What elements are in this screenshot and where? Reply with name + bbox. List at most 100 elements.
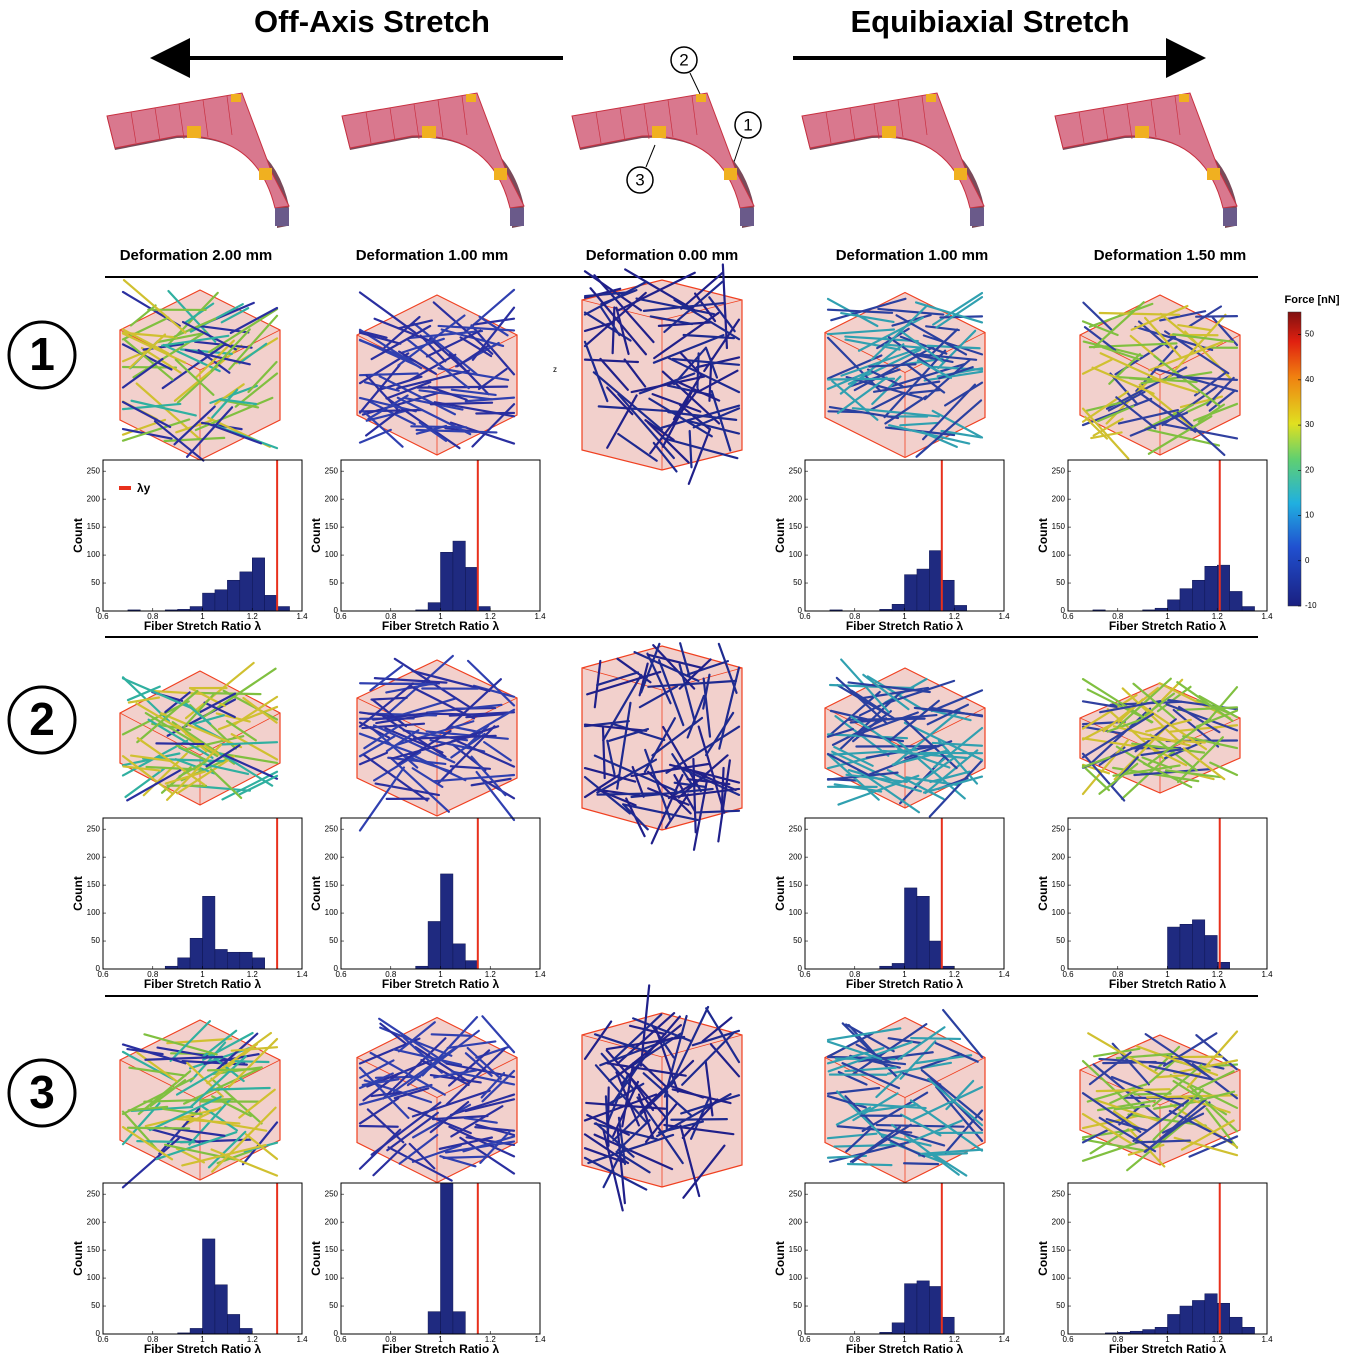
x-tick-label: 1.4 (998, 970, 1010, 979)
bar (452, 1311, 466, 1335)
fiber (241, 1121, 279, 1166)
x-tick-label: 0.8 (1112, 1335, 1124, 1344)
fiber-cube (356, 1015, 518, 1184)
mesh-element (696, 94, 706, 102)
fiber (1147, 415, 1213, 455)
fiber (826, 1040, 882, 1060)
y-tick-label: 100 (1052, 1273, 1066, 1282)
fiber (174, 758, 216, 775)
fiber (1130, 304, 1189, 331)
bar (1241, 1327, 1255, 1335)
x-tick-label: 1.4 (534, 1335, 546, 1344)
fiber (192, 714, 225, 725)
fiber (692, 781, 708, 851)
fiber (166, 1037, 233, 1045)
y-tick-label: 150 (1052, 1245, 1066, 1254)
y-tick-label: 0 (96, 1329, 101, 1338)
fiber (616, 1119, 651, 1152)
fiber (448, 1125, 516, 1158)
mesh-edge (1078, 111, 1085, 144)
fiber (835, 676, 889, 725)
fiber (430, 1033, 471, 1037)
fiber (606, 1073, 630, 1124)
mesh-end (1223, 208, 1237, 226)
fiber (1209, 761, 1239, 777)
row-circle (7, 1058, 77, 1128)
fiber (126, 1126, 191, 1130)
fiber (583, 723, 648, 732)
fiber (897, 1026, 946, 1061)
fiber (144, 1055, 224, 1061)
fiber (1153, 1099, 1203, 1110)
fiber (630, 762, 710, 778)
callout-line (689, 72, 701, 95)
x-axis-label: Fiber Stretch Ratio λ (1109, 619, 1227, 633)
fiber (365, 409, 401, 437)
fiber (1182, 747, 1226, 781)
fiber (1158, 682, 1231, 720)
mesh-element (724, 168, 737, 180)
fiber (899, 1040, 937, 1080)
fiber (849, 1054, 901, 1069)
fiber (1142, 762, 1193, 789)
mesh-edge (643, 103, 650, 140)
fiber (626, 1072, 655, 1112)
fiber (602, 1145, 626, 1189)
y-tick-label: 0 (798, 964, 803, 973)
fiber (409, 353, 457, 382)
fiber (370, 696, 408, 701)
fiber (663, 1123, 735, 1136)
y-tick-label: 200 (789, 852, 803, 861)
fiber (676, 380, 721, 402)
fiber (1143, 316, 1182, 359)
fiber (593, 1122, 658, 1141)
fiber (169, 1020, 212, 1062)
fiber (433, 1069, 478, 1079)
fiber (592, 371, 664, 431)
fiber (1081, 1140, 1143, 1162)
fiber (623, 358, 647, 388)
fiber (1093, 301, 1145, 349)
fiber (163, 436, 226, 443)
fiber (480, 1071, 506, 1099)
fiber (385, 380, 432, 400)
fiber (121, 418, 191, 442)
fiber (930, 689, 984, 713)
histogram: 0 50 100 150 200 250 0.6 0.8 1 1.2 1.4 Fiber Stretc… (71, 817, 308, 991)
fiber (1129, 411, 1189, 437)
fiber (386, 1111, 439, 1152)
mesh-element (422, 126, 436, 138)
histogram: 0 50 100 150 200 250 0.6 0.8 1 1.2 1.4 Fiber Stretc… (1036, 459, 1273, 633)
x-tick-label: 1.2 (1212, 1335, 1224, 1344)
y-tick-label: 250 (789, 824, 803, 833)
fiber (1098, 762, 1139, 795)
fiber (589, 287, 648, 356)
fiber (915, 756, 956, 786)
fiber (481, 1069, 516, 1103)
fiber (1192, 402, 1239, 422)
y-tick-label: 250 (325, 824, 339, 833)
fiber (1128, 1128, 1166, 1168)
fiber (137, 1070, 192, 1116)
fiber (412, 734, 497, 740)
fiber (583, 766, 637, 783)
y-tick-label: 100 (1052, 908, 1066, 917)
row-circle (7, 320, 77, 390)
fiber (1091, 366, 1155, 395)
y-tick-label: 50 (91, 1301, 100, 1310)
mesh-element (1207, 168, 1220, 180)
fiber (374, 782, 441, 797)
fiber (390, 733, 478, 760)
fiber (225, 719, 257, 742)
fiber (425, 712, 485, 716)
bar (252, 557, 265, 612)
mesh-edge (825, 111, 832, 144)
x-tick-label: 0.6 (1062, 612, 1074, 621)
x-axis-label: Fiber Stretch Ratio λ (144, 1342, 262, 1356)
y-tick-label: 200 (789, 1217, 803, 1226)
fiber (392, 1048, 463, 1066)
bar (465, 960, 479, 970)
y-tick-label: 250 (789, 1189, 803, 1198)
fiber (1144, 1098, 1207, 1153)
fiber (128, 333, 167, 370)
